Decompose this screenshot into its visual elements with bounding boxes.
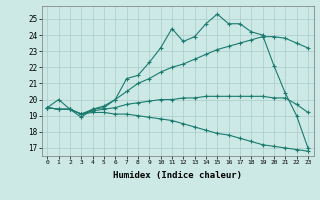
X-axis label: Humidex (Indice chaleur): Humidex (Indice chaleur) [113,171,242,180]
